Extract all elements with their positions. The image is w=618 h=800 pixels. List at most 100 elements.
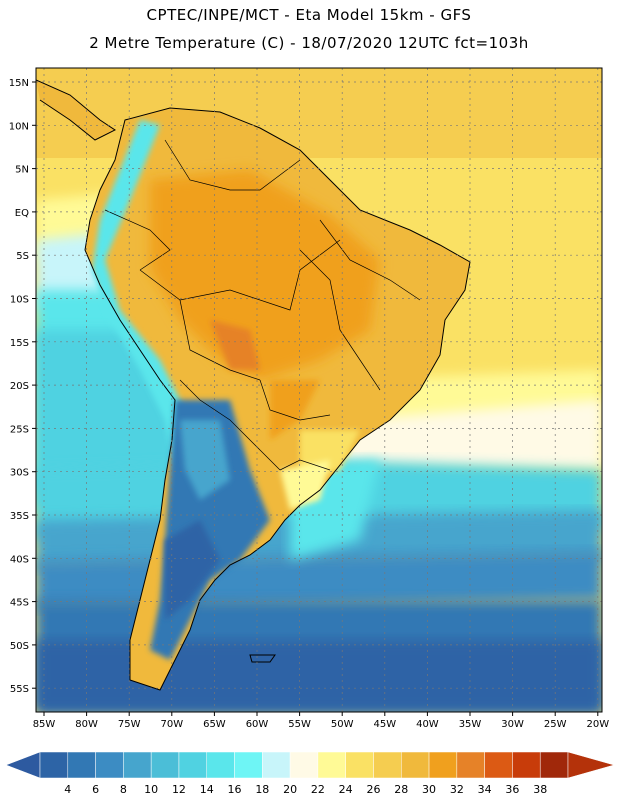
central-america-land — [36, 80, 115, 140]
legend-value-label: 28 — [394, 783, 408, 796]
border-chile-argentina — [179, 379, 281, 471]
atlantic-pale-band — [340, 400, 602, 470]
legend-value-label: 12 — [172, 783, 186, 796]
border-colombia-peru — [104, 209, 171, 271]
lon-tick-label: 85W — [33, 719, 56, 730]
south-band-4 — [36, 640, 602, 712]
legend-low-arrow — [5, 751, 41, 779]
legend-high-arrow — [567, 751, 615, 779]
legend-value-label: 30 — [422, 783, 436, 796]
lat-tick-label: 15N — [9, 78, 29, 89]
legend-value-label: 20 — [283, 783, 297, 796]
legend-color-swatch — [234, 751, 263, 779]
lon-tick-label: 45W — [373, 719, 396, 730]
legend-color-swatch — [484, 751, 513, 779]
legend-color-swatch — [262, 751, 291, 779]
map-frame — [35, 67, 603, 713]
lat-tick-label: 50S — [10, 641, 29, 652]
lat-tick-label: EQ — [15, 208, 29, 219]
legend-value-label: 8 — [120, 783, 127, 796]
legend-color-swatch — [95, 751, 124, 779]
lon-tick-label: 70W — [160, 719, 183, 730]
cuyo-region — [180, 420, 230, 500]
lon-tick-label: 20W — [586, 719, 609, 730]
legend-value-label: 32 — [450, 783, 464, 796]
lat-lon-grid — [36, 68, 602, 712]
latitude-axis: 15N 10N 5N EQ 5S 10S 15S 20S 25S 30S 35S 40S 45S 50S 5… — [9, 78, 36, 695]
amazon-hot-region — [150, 170, 380, 380]
border-paraguay — [259, 379, 331, 421]
legend-value-label: 16 — [228, 783, 242, 796]
coastlines — [36, 79, 471, 691]
legend-color-swatch — [178, 751, 207, 779]
lon-tick-label: 50W — [331, 719, 354, 730]
lon-tick-label: 35W — [459, 719, 482, 730]
hot-spot-bolivia — [210, 320, 260, 370]
lon-tick-label: 80W — [75, 719, 98, 730]
legend-value-label: 36 — [505, 783, 519, 796]
legend-color-swatch — [289, 751, 319, 779]
legend-color-swatch — [539, 751, 569, 779]
lat-tick-label: 15S — [10, 338, 29, 349]
border-bolivia — [179, 299, 261, 381]
chart-title-line-1: CPTEC/INPE/MCT - Eta Model 15km - GFS — [146, 6, 472, 24]
temperature-field — [36, 68, 602, 712]
lat-tick-label: 30S — [10, 468, 29, 479]
lon-tick-label: 40W — [416, 719, 439, 730]
central-america-coastline — [36, 79, 116, 141]
legend-color-swatch — [150, 751, 180, 779]
legend-color-swatch — [373, 751, 402, 779]
legend-value-label: 26 — [366, 783, 380, 796]
legend-value-label: 24 — [339, 783, 353, 796]
legend-color-swatch — [67, 751, 96, 779]
lat-tick-label: 5S — [16, 251, 29, 262]
legend-color-swatch — [345, 751, 374, 779]
lat-tick-label: 10S — [10, 295, 29, 306]
lat-tick-label: 10N — [9, 121, 29, 132]
falkland-islands — [249, 654, 276, 663]
lon-tick-label: 25W — [544, 719, 567, 730]
legend-value-label: 10 — [144, 783, 158, 796]
lat-tick-label: 35S — [10, 511, 29, 522]
legend-color-swatch — [317, 751, 346, 779]
lat-tick-label: 25S — [10, 424, 29, 435]
country-borders — [104, 139, 421, 471]
paraguay-region — [270, 380, 320, 440]
border-venezuela — [164, 139, 301, 191]
lon-tick-label: 60W — [246, 719, 269, 730]
lat-tick-label: 5N — [15, 165, 29, 176]
legend-color-swatch — [39, 751, 69, 779]
legend-value-label: 6 — [92, 783, 99, 796]
legend-color-swatch — [428, 751, 458, 779]
legend-value-label: 14 — [200, 783, 214, 796]
lon-tick-label: 30W — [501, 719, 524, 730]
border-brazil-northeast — [319, 219, 421, 301]
lon-tick-label: 75W — [118, 719, 141, 730]
border-uruguay — [279, 459, 331, 471]
lat-tick-label: 55S — [10, 684, 29, 695]
legend-color-swatch — [512, 751, 541, 779]
color-legend: 4 6 8 10 12 14 16 18 20 22 24 26 28 30 32 34 36 38 — [5, 751, 615, 796]
uruguay-region — [280, 460, 330, 510]
longitude-axis: 85W 80W 75W 70W 65W 60W 55W 50W 45W 40W 35W 30W 25W 2… — [33, 712, 609, 730]
legend-value-label: 38 — [533, 783, 547, 796]
lat-tick-label: 40S — [10, 554, 29, 565]
lat-tick-label: 20S — [10, 381, 29, 392]
legend-color-swatch — [123, 751, 152, 779]
south-america-coastline — [84, 107, 471, 691]
lon-tick-label: 55W — [288, 719, 311, 730]
legend-color-swatch — [456, 751, 485, 779]
legend-value-label: 18 — [255, 783, 269, 796]
lon-tick-label: 65W — [203, 719, 226, 730]
andes-cold-band — [92, 120, 190, 470]
legend-value-label: 4 — [64, 783, 71, 796]
lat-tick-label: 45S — [10, 598, 29, 609]
legend-color-swatch — [401, 751, 430, 779]
border-brazil-states — [299, 249, 381, 391]
legend-color-swatch — [206, 751, 235, 779]
legend-value-label: 34 — [478, 783, 492, 796]
border-brazil-north — [139, 239, 341, 311]
chart-title-line-2: 2 Metre Temperature (C) - 18/07/2020 12U… — [89, 34, 529, 52]
southern-andes-region — [165, 520, 220, 620]
